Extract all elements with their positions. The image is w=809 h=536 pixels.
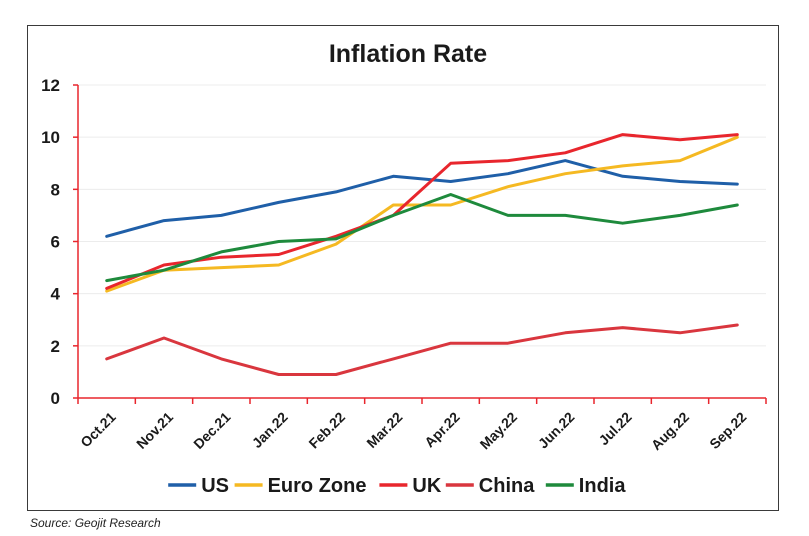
- y-tick-label: 4: [51, 285, 61, 304]
- x-tick-label: May.22: [477, 409, 521, 453]
- x-tick-label: Jan.22: [249, 409, 291, 451]
- source-note: Source: Geojit Research: [30, 516, 161, 530]
- series-line-india: [105, 193, 739, 283]
- gridlines: [78, 84, 766, 347]
- x-tick-label: Dec.21: [190, 409, 233, 452]
- legend-label-us: US: [201, 475, 229, 497]
- x-tick-label: Sep.22: [706, 409, 749, 452]
- legend-label-india: India: [579, 475, 627, 497]
- series-lines: [105, 133, 739, 376]
- x-tick-label: Jun.22: [535, 409, 578, 452]
- chart-frame: Inflation Rate 0 2 4 6 8 10 12 Oct.21 Nov.21 Dec…: [27, 25, 779, 511]
- y-tick-labels: 0 2 4 6 8 10 12: [41, 76, 60, 408]
- x-tick-labels: Oct.21 Nov.21 Dec.21 Jan.22 Feb.22 Mar.22 Apr.…: [77, 409, 749, 453]
- series-line-us: [105, 159, 739, 238]
- x-tick-label: Oct.21: [77, 409, 119, 451]
- y-tick-label: 12: [41, 76, 60, 95]
- x-tick-label: Apr.22: [421, 409, 463, 451]
- y-tick-label: 0: [51, 389, 60, 408]
- series-line-uk: [105, 133, 739, 290]
- x-tick-label: Feb.22: [305, 409, 348, 452]
- series-line-china: [105, 323, 739, 376]
- legend-label-china: China: [479, 475, 535, 497]
- x-tick-label: Nov.21: [133, 409, 176, 452]
- axes: [73, 84, 767, 404]
- y-tick-label: 2: [51, 337, 60, 356]
- legend-label-euro-zone: Euro Zone: [268, 475, 367, 497]
- series-line-euro-zone: [105, 135, 739, 293]
- x-tick-label: Mar.22: [363, 409, 405, 451]
- y-tick-label: 10: [41, 128, 60, 147]
- x-tick-label: Jul.22: [595, 409, 635, 449]
- legend-label-uk: UK: [412, 475, 441, 497]
- chart-title: Inflation Rate: [329, 40, 487, 68]
- x-tick-label: Aug.22: [648, 409, 692, 453]
- y-tick-label: 8: [51, 180, 60, 199]
- y-tick-label: 6: [51, 233, 60, 252]
- inflation-line-chart: Inflation Rate 0 2 4 6 8 10 12 Oct.21 Nov.21 Dec…: [41, 40, 767, 497]
- legend: US Euro Zone UK China India: [168, 475, 626, 497]
